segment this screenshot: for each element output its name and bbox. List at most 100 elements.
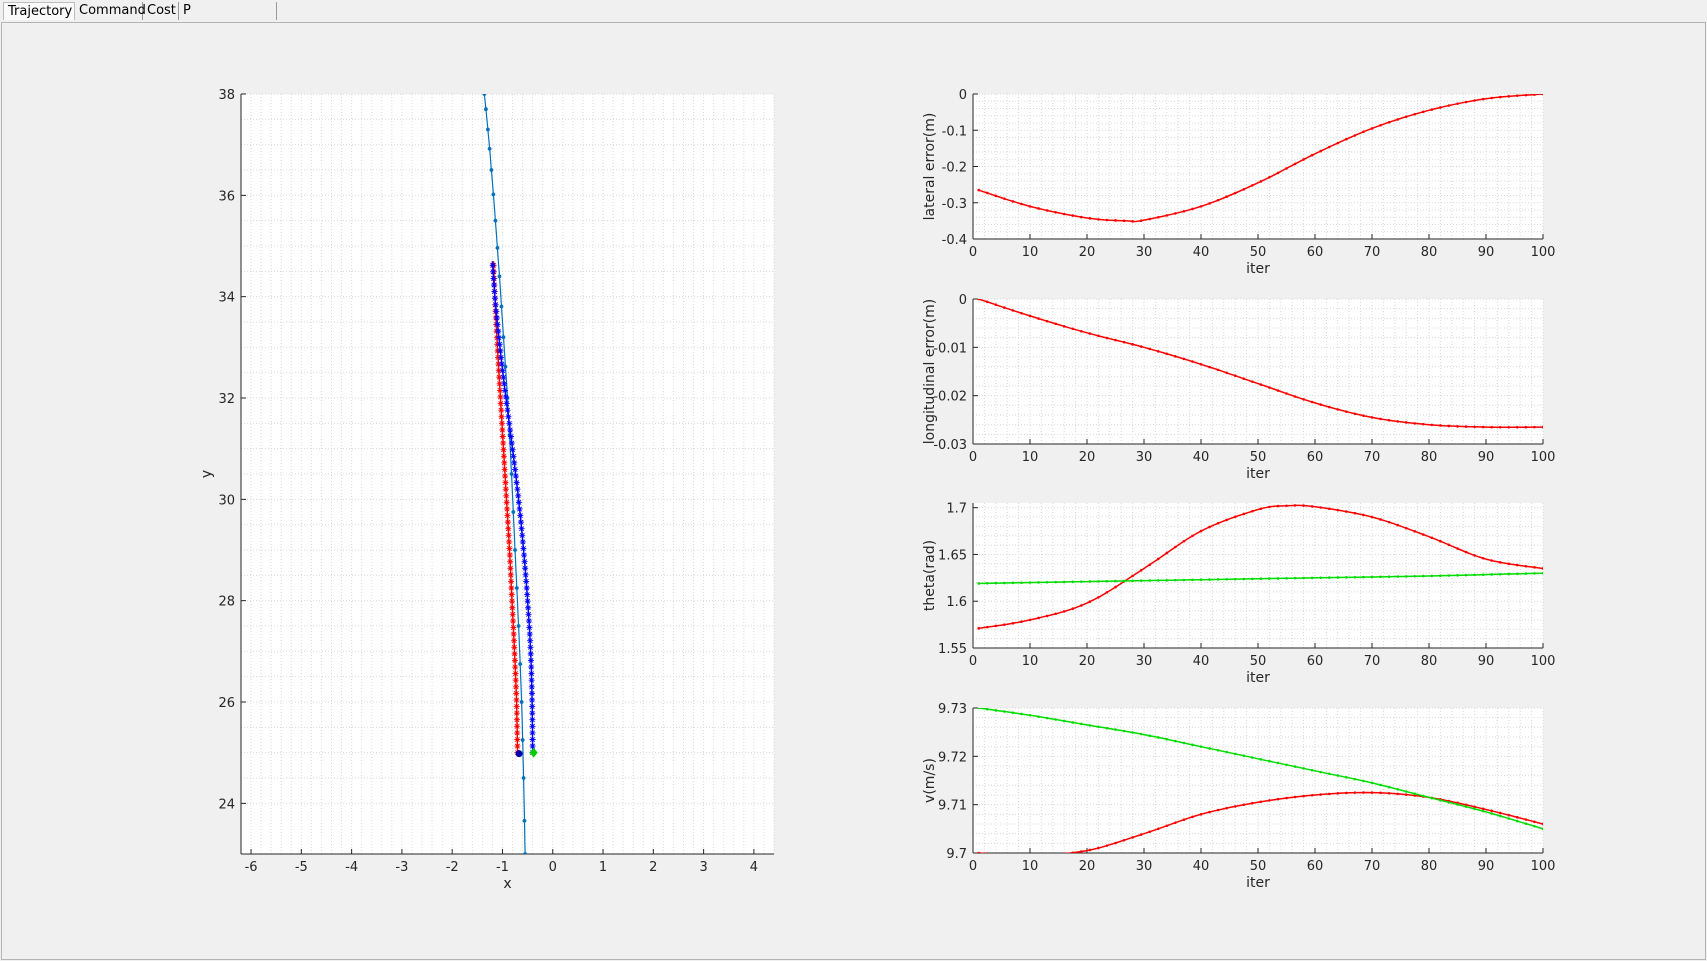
marker-point — [1336, 792, 1340, 795]
marker-star — [495, 328, 502, 335]
marker-point — [1473, 425, 1476, 429]
marker-point — [1037, 207, 1040, 210]
marker-point — [1413, 112, 1417, 116]
x-tick-label: 10 — [1022, 245, 1039, 260]
x-tick-label: 90 — [1478, 245, 1495, 260]
marker-point — [487, 146, 492, 151]
marker-point — [1379, 417, 1382, 421]
chart-velocity: 0 10 20 30 40 50 60 70 80 90 100 9.7 9.71 9.72 9.73 ite… — [922, 702, 1555, 891]
marker-point — [1114, 585, 1117, 589]
marker-point — [1302, 794, 1305, 798]
marker-point — [1174, 545, 1177, 549]
marker-star — [510, 624, 517, 631]
marker-point — [1473, 805, 1476, 809]
marker-point — [1276, 577, 1280, 580]
marker-point — [1122, 838, 1126, 842]
marker-star — [497, 400, 504, 407]
marker-star — [503, 400, 510, 407]
marker-point — [1422, 533, 1425, 536]
tab-cost[interactable]: Cost — [143, 2, 179, 20]
marker-point — [1225, 750, 1228, 754]
marker-star — [504, 407, 511, 414]
marker-star — [500, 440, 507, 447]
marker-point — [1105, 591, 1109, 594]
marker-point — [1045, 319, 1049, 323]
marker-point — [1003, 710, 1006, 713]
marker-point — [1498, 95, 1502, 99]
x-tick-label: -1 — [496, 860, 509, 875]
marker-star — [496, 374, 503, 381]
marker-point — [1233, 374, 1237, 378]
marker-point — [994, 624, 998, 628]
marker-point — [1028, 713, 1032, 717]
marker-point — [1447, 424, 1451, 428]
y-tick-label: 9.7 — [946, 847, 967, 862]
y-tick-label: 30 — [218, 493, 235, 508]
marker-star — [510, 617, 517, 624]
marker-star — [497, 393, 504, 400]
marker-point — [1396, 118, 1399, 121]
marker-point — [1293, 795, 1297, 799]
marker-point — [1174, 821, 1177, 824]
marker-star — [525, 617, 532, 624]
start-marker — [529, 747, 538, 758]
marker-star — [520, 545, 527, 552]
marker-point — [1370, 127, 1374, 130]
tab-trajectory[interactable]: Trajectory — [3, 2, 75, 20]
marker-star — [510, 453, 517, 460]
marker-point — [511, 510, 516, 514]
x-tick-label: 60 — [1307, 450, 1324, 465]
marker-point — [1387, 791, 1391, 795]
marker-point — [1071, 327, 1075, 331]
marker-point — [1293, 504, 1297, 507]
x-axis-label: x — [503, 876, 511, 892]
marker-point — [1097, 580, 1100, 583]
marker-point — [1156, 827, 1160, 831]
marker-point — [1088, 580, 1092, 583]
marker-point — [1233, 752, 1237, 756]
marker-point — [1507, 813, 1511, 817]
x-tick-label: 0 — [969, 654, 977, 669]
marker-point — [1276, 504, 1280, 508]
marker-star — [527, 637, 534, 644]
tab-command[interactable]: Command — [75, 2, 146, 20]
marker-point — [1327, 792, 1331, 796]
marker-point — [1148, 579, 1151, 582]
x-tick-label: 50 — [1250, 245, 1267, 260]
marker-point — [977, 708, 980, 710]
marker-point — [1293, 576, 1297, 580]
marker-point — [1225, 371, 1228, 375]
marker-star — [507, 433, 514, 440]
marker-point — [1182, 741, 1186, 745]
marker-star — [517, 519, 524, 526]
marker-star — [512, 466, 519, 473]
marker-star — [498, 354, 505, 361]
marker-point — [1387, 120, 1391, 124]
marker-point — [1336, 408, 1340, 411]
marker-star — [508, 440, 515, 447]
marker-star — [496, 380, 503, 387]
x-tick-label: 70 — [1364, 450, 1381, 465]
marker-point — [1336, 508, 1340, 512]
marker-star — [493, 308, 500, 315]
marker-point — [1310, 400, 1314, 404]
marker-point — [1439, 539, 1442, 543]
marker-point — [1225, 518, 1228, 522]
marker-star — [502, 473, 509, 480]
marker-point — [1071, 721, 1075, 724]
marker-star — [502, 387, 509, 394]
marker-point — [1353, 412, 1357, 416]
marker-point — [1251, 509, 1254, 513]
marker-point — [1105, 579, 1109, 583]
marker-star — [529, 716, 536, 723]
marker-point — [1319, 149, 1322, 153]
marker-point — [1242, 754, 1246, 758]
marker-point — [1156, 736, 1160, 739]
marker-point — [1276, 389, 1280, 392]
marker-point — [1327, 145, 1331, 149]
marker-star — [503, 499, 510, 506]
marker-point — [1242, 188, 1246, 191]
marker-point — [1490, 809, 1493, 813]
y-tick-label: 26 — [218, 696, 235, 711]
marker-point — [1456, 102, 1459, 105]
